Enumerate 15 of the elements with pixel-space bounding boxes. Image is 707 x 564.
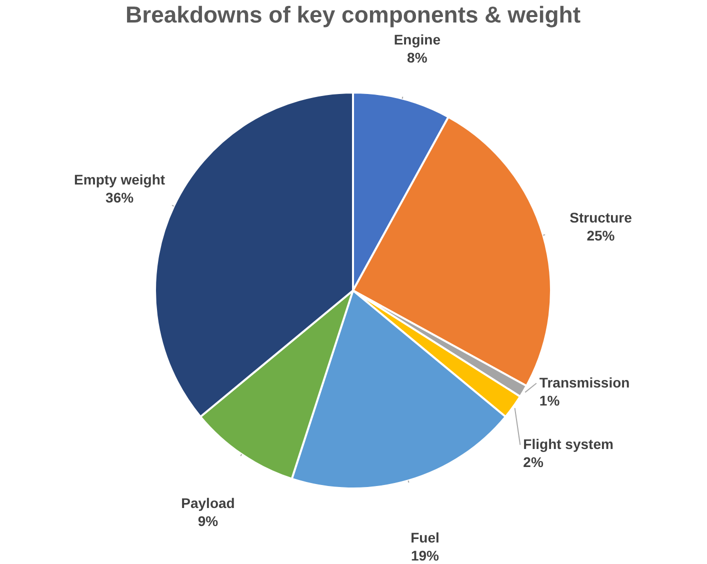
- slice-label: Payload: [181, 494, 235, 511]
- data-label: 36%: [106, 190, 134, 206]
- slice-label: Flight system: [523, 436, 614, 452]
- data-label: 9%: [198, 512, 219, 529]
- data-label: 1%: [539, 392, 560, 408]
- data-label: 25%: [586, 228, 616, 244]
- chart-title: Breakdowns of key components & weight: [126, 2, 581, 28]
- data-label: 19%: [410, 547, 440, 564]
- data-label: 2%: [523, 454, 544, 470]
- slice-label: Engine: [394, 32, 441, 48]
- data-label: 8%: [407, 50, 428, 66]
- slice-label: Fuel: [410, 529, 440, 546]
- slice-label: Empty weight: [74, 172, 166, 188]
- slice-label: Transmission: [539, 374, 630, 390]
- slice-label: Structure: [570, 210, 632, 226]
